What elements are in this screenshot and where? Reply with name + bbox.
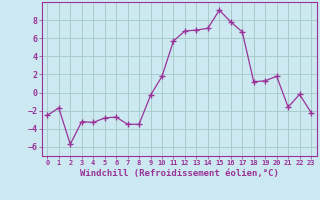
X-axis label: Windchill (Refroidissement éolien,°C): Windchill (Refroidissement éolien,°C): [80, 169, 279, 178]
